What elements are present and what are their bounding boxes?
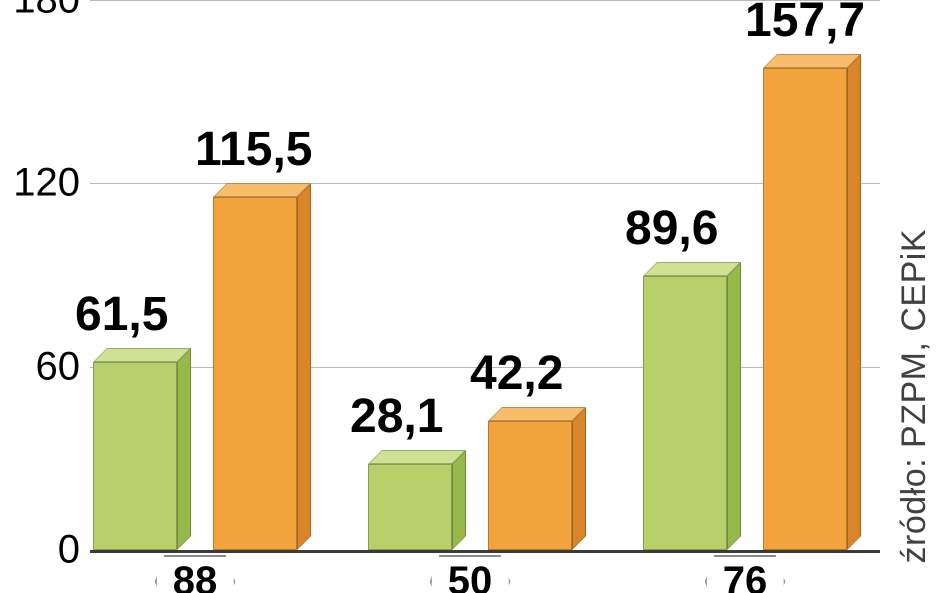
bar-value-label: 42,2 (470, 346, 563, 401)
bar-value-label: 115,5 (195, 122, 312, 177)
y-tick-label: 0 (0, 528, 80, 573)
y-tick-label: 120 (0, 161, 80, 206)
x-axis-baseline (90, 550, 880, 553)
category-badge: 88 (155, 555, 236, 593)
bar-series-a (643, 276, 727, 550)
y-tick-label: 180 (0, 0, 80, 23)
bar-value-label: 61,5 (75, 287, 168, 342)
bar-chart: 180 120 60 0 61,5115,528,142,289,6157,7 … (0, 0, 900, 593)
category-badge: 76 (705, 555, 786, 593)
bar-series-b (213, 197, 297, 550)
bar-series-b (763, 68, 847, 550)
bar-series-a (93, 362, 177, 550)
y-tick-label: 60 (0, 344, 80, 389)
bar-value-label: 28,1 (350, 389, 443, 444)
bar-series-a (368, 464, 452, 550)
bar-value-label: 89,6 (625, 201, 718, 256)
source-credit: źródło: PZPM, CEPiK (895, 229, 934, 563)
bar-series-b (488, 421, 572, 550)
plot-area: 61,5115,528,142,289,6157,7 (90, 0, 880, 550)
bar-value-label: 157,7 (745, 0, 865, 48)
category-badge: 50 (430, 555, 511, 593)
